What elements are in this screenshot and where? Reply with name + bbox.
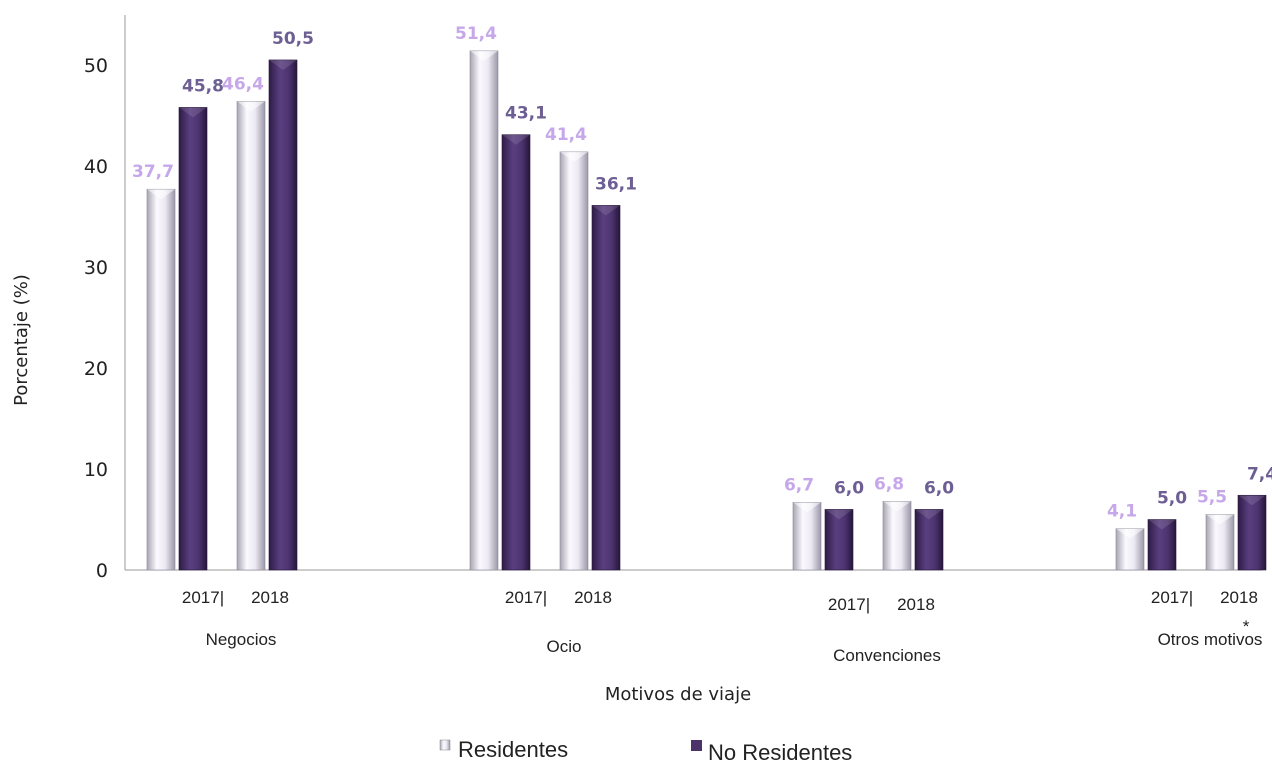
data-label: 6,0 bbox=[834, 478, 864, 498]
bar-bevel bbox=[179, 107, 207, 118]
bar-no-residentes-otros-motivos-0 bbox=[1147, 519, 1177, 571]
bar-bevel bbox=[269, 59, 297, 70]
x-category-label: Convenciones bbox=[833, 646, 941, 665]
bar-residentes-convenciones-1 bbox=[882, 501, 912, 571]
bar-no-residentes-otros-motivos-1 bbox=[1237, 494, 1267, 571]
data-label: 4,1 bbox=[1107, 502, 1137, 522]
x-year-label: 2018 bbox=[251, 588, 289, 607]
bar-residentes-convenciones-0 bbox=[792, 502, 822, 571]
bar-bevel bbox=[1148, 519, 1176, 530]
y-tick-label: 10 bbox=[84, 459, 108, 481]
legend-item-residentes: Residentes bbox=[439, 737, 568, 762]
bar-bevel bbox=[825, 509, 853, 520]
bar-no-residentes-convenciones-0 bbox=[824, 509, 854, 571]
bar-no-residentes-negocios-1 bbox=[268, 59, 298, 571]
y-tick-label: 40 bbox=[84, 156, 108, 178]
y-tick-label: 50 bbox=[84, 55, 108, 77]
bar-bevel bbox=[915, 509, 943, 520]
legend-swatch-residentes bbox=[439, 739, 451, 751]
bar-residentes-ocio-0 bbox=[469, 50, 499, 571]
data-label: 37,7 bbox=[132, 162, 174, 182]
legend-item-no-residentes: No Residentes bbox=[691, 740, 852, 765]
bar-bevel bbox=[470, 50, 498, 61]
x-year-label: 2018 bbox=[897, 595, 935, 614]
bar-bevel bbox=[1238, 495, 1266, 506]
legend-label-no-residentes: No Residentes bbox=[708, 740, 852, 765]
bar-bevel bbox=[147, 189, 175, 200]
data-label: 5,0 bbox=[1157, 489, 1187, 509]
data-label: 41,4 bbox=[545, 125, 587, 145]
x-year-label: 2017| bbox=[1151, 588, 1193, 607]
bar-bevel bbox=[502, 134, 530, 145]
bar-residentes-negocios-0 bbox=[146, 188, 176, 571]
legend-swatch-no-residentes bbox=[691, 740, 702, 751]
x-year-label: 2017| bbox=[828, 595, 870, 614]
bar-no-residentes-negocios-0 bbox=[178, 107, 208, 571]
data-label: 5,5 bbox=[1197, 487, 1227, 507]
legend-label-residentes: Residentes bbox=[458, 737, 568, 762]
x-axis-title: Motivos de viaje bbox=[605, 684, 751, 705]
y-tick-labels: 0 10 20 30 40 50 bbox=[84, 55, 108, 582]
y-axis-title: Porcentaje (%) bbox=[11, 274, 32, 406]
bar-residentes-negocios-1 bbox=[236, 101, 266, 571]
bar-bevel bbox=[1116, 528, 1144, 539]
y-tick-label: 0 bbox=[96, 560, 108, 582]
bar-bevel bbox=[1206, 514, 1234, 525]
bar-no-residentes-ocio-0 bbox=[501, 134, 531, 571]
y-tick-label: 20 bbox=[84, 358, 108, 380]
data-label: 50,5 bbox=[272, 29, 314, 49]
bar-bevel bbox=[883, 501, 911, 512]
data-label: 51,4 bbox=[455, 24, 497, 44]
bar-bevel bbox=[793, 502, 821, 513]
data-label: 46,4 bbox=[222, 74, 264, 94]
x-category-label: Otros motivos bbox=[1158, 630, 1263, 649]
data-label: 36,1 bbox=[595, 174, 637, 194]
data-labels: 37,7 45,846,4 50,5 51,4 43,141,4 36,1 6,7 6,0 6,… bbox=[132, 24, 1272, 522]
x-category-label: Ocio bbox=[547, 637, 582, 656]
x-category-labels: 2017| 2018 Negocios 2017| 2018 Ocio 2017| 2018 C… bbox=[182, 588, 1263, 665]
x-year-label: 2017| bbox=[505, 588, 547, 607]
data-label: 45,8 bbox=[182, 76, 224, 96]
bar-bevel bbox=[237, 101, 265, 112]
bar-no-residentes-convenciones-1 bbox=[914, 509, 944, 571]
y-tick-label: 30 bbox=[84, 257, 108, 279]
data-label: 43,1 bbox=[505, 104, 547, 124]
bar-no-residentes-ocio-1 bbox=[591, 205, 621, 571]
data-label: 6,8 bbox=[874, 474, 904, 494]
bar-residentes-ocio-1 bbox=[559, 151, 589, 571]
data-label: 6,7 bbox=[784, 475, 814, 495]
data-label: 7,4 bbox=[1247, 464, 1272, 484]
bar-bevel bbox=[592, 205, 620, 216]
legend: Residentes No Residentes bbox=[439, 737, 852, 765]
x-year-label: 2017| bbox=[182, 588, 224, 607]
bar-bevel bbox=[560, 151, 588, 162]
bars bbox=[146, 50, 1267, 571]
category-note: * bbox=[1243, 617, 1250, 636]
x-year-label: 2018 bbox=[574, 588, 612, 607]
data-label: 6,0 bbox=[924, 478, 954, 498]
x-category-label: Negocios bbox=[206, 630, 277, 649]
x-year-label: 2018 bbox=[1220, 588, 1258, 607]
